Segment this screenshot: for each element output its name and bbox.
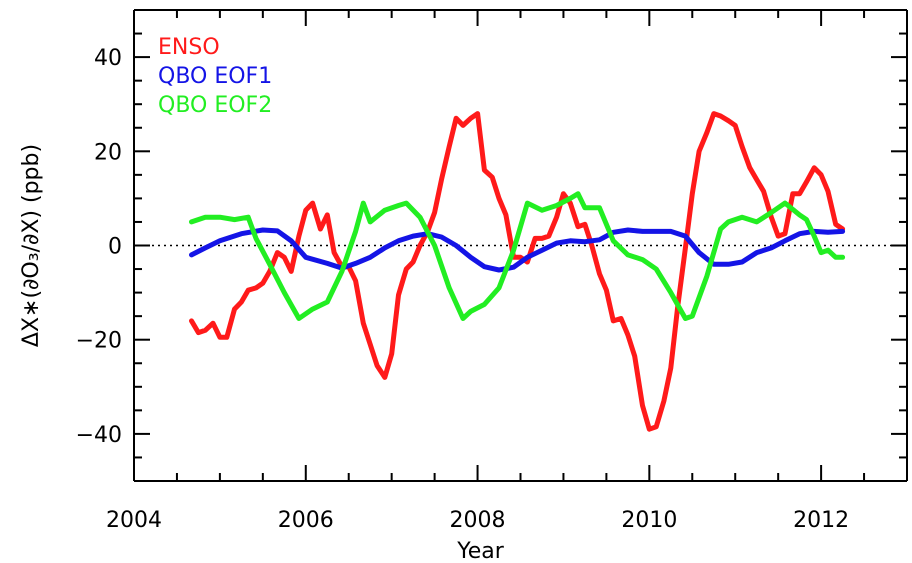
y-tick-label: 40	[94, 46, 122, 71]
legend-entry: QBO EOF1	[158, 64, 272, 89]
x-tick-label: 2004	[106, 508, 162, 533]
y-tick-label: −20	[76, 329, 122, 354]
x-tick-label: 2012	[793, 508, 849, 533]
legend-entry: QBO EOF2	[158, 93, 272, 118]
x-tick-label: 2008	[450, 508, 506, 533]
y-axis-title: ΔX∗(∂O₃/∂X) (ppb)	[19, 144, 44, 347]
legend: ENSO QBO EOF1 QBO EOF2	[158, 35, 272, 118]
series-line-enso	[189, 111, 846, 432]
axis-ticks	[133, 9, 908, 482]
y-tick-label: −40	[76, 423, 122, 448]
series-line-qbo-eof1	[189, 227, 846, 273]
tick-labels: 2004 2006 2008 2010 2012 −40 −20 0 20 40	[76, 46, 850, 533]
y-tick-label: 0	[108, 235, 122, 260]
x-axis-title: Year	[456, 539, 505, 563]
y-tick-label: 20	[94, 140, 122, 165]
legend-entry: ENSO	[158, 35, 220, 60]
x-tick-label: 2010	[621, 508, 677, 533]
x-tick-label: 2006	[278, 508, 334, 533]
series-line-qbo-eof2	[189, 191, 846, 321]
series-layer	[189, 111, 846, 432]
